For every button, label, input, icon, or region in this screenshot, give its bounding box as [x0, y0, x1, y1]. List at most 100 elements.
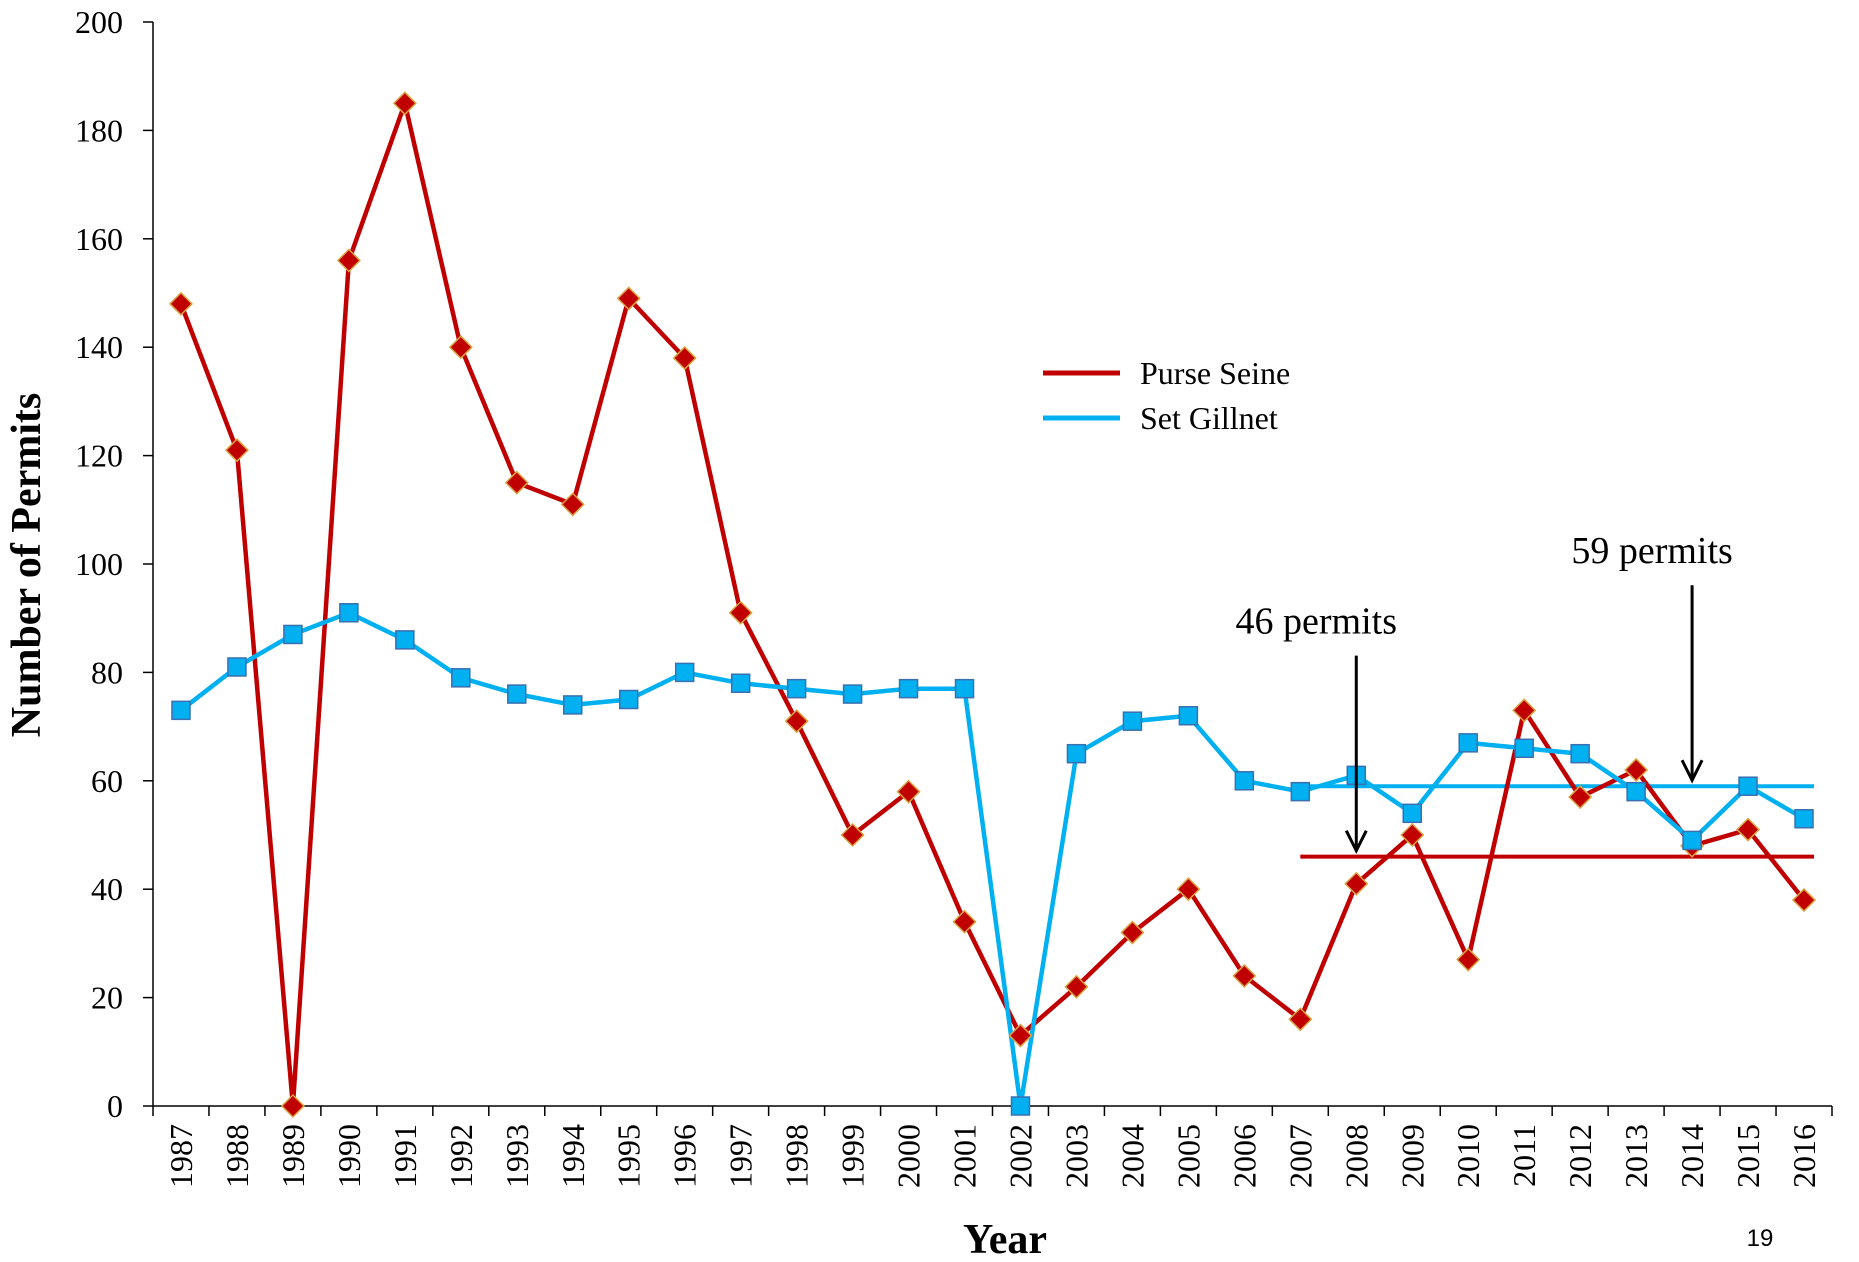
data-point	[1122, 711, 1143, 731]
data-point	[954, 678, 975, 699]
y-tick-label: 120	[75, 438, 123, 474]
x-tick-label: 1997	[723, 1124, 759, 1188]
x-tick-label: 1993	[499, 1124, 535, 1188]
data-point	[336, 248, 361, 273]
x-tick-label: 1991	[387, 1124, 423, 1188]
x-tick-label: 2003	[1058, 1124, 1094, 1188]
annotation-arrow-head	[1344, 830, 1368, 855]
data-point	[1066, 743, 1087, 764]
legend-label-purse-seine: Purse Seine	[1140, 355, 1290, 391]
data-point	[1290, 781, 1311, 802]
data-point	[1626, 781, 1646, 802]
x-tick-label: 2006	[1226, 1124, 1262, 1188]
data-point	[1120, 920, 1145, 945]
data-point	[1624, 757, 1649, 783]
y-tick-label: 60	[91, 763, 123, 799]
y-tick-label: 20	[91, 980, 123, 1016]
x-tick-label: 2012	[1562, 1124, 1598, 1188]
data-point	[1570, 743, 1590, 764]
x-tick-label: 1988	[219, 1124, 255, 1188]
x-tick-label: 2007	[1282, 1124, 1318, 1188]
data-point	[227, 657, 247, 677]
x-axis-ticks: 1987 1988 1989 1990 1991 1992 1993 1994 1995 1996…	[152, 1106, 1833, 1188]
annotation-label: 59 permits	[1571, 530, 1732, 572]
data-point	[1010, 1096, 1031, 1116]
x-tick-label: 2010	[1450, 1124, 1486, 1188]
x-tick-label: 1989	[275, 1124, 311, 1188]
data-point	[730, 673, 751, 693]
data-point	[1400, 822, 1425, 848]
x-tick-label: 2015	[1730, 1124, 1766, 1188]
data-point	[395, 630, 415, 650]
y-tick-label: 160	[75, 221, 123, 257]
data-point	[339, 603, 359, 623]
data-point	[616, 286, 641, 311]
data-point	[171, 700, 191, 721]
x-tick-label: 1995	[611, 1124, 647, 1188]
x-tick-label: 2009	[1394, 1124, 1430, 1188]
x-tick-label: 1998	[779, 1124, 815, 1188]
x-tick-label: 2001	[947, 1124, 983, 1188]
data-point	[563, 695, 583, 715]
data-point	[1738, 776, 1758, 796]
x-tick-label: 1996	[667, 1124, 703, 1188]
x-tick-label: 1999	[835, 1124, 871, 1188]
data-point	[728, 600, 753, 625]
data-point	[1682, 830, 1702, 851]
data-point	[1512, 698, 1537, 723]
data-point	[898, 678, 919, 699]
annotation-arrow-head	[1680, 759, 1704, 784]
x-tick-label: 2013	[1618, 1124, 1654, 1188]
annotation-label: 46 permits	[1236, 601, 1397, 643]
y-tick-label: 100	[75, 546, 123, 582]
data-point	[784, 709, 809, 734]
y-tick-label: 180	[75, 112, 123, 148]
data-point	[451, 668, 471, 688]
x-tick-label: 2014	[1674, 1124, 1710, 1188]
data-point	[1288, 1007, 1313, 1032]
y-tick-label: 200	[75, 4, 123, 40]
series-markers	[168, 91, 1817, 1119]
series-line	[179, 610, 1806, 1109]
data-point	[168, 291, 194, 316]
data-point	[507, 684, 527, 704]
x-tick-label: 2008	[1338, 1124, 1374, 1188]
y-axis-ticks: 0 20 40 60 80 100 120 140 160 180 200	[75, 4, 153, 1124]
data-point	[1791, 887, 1817, 913]
series-line	[178, 101, 1806, 1109]
x-tick-label: 2011	[1506, 1124, 1542, 1187]
page-number: 19	[1747, 1225, 1774, 1252]
annotations: 46 permits 59 permits	[1236, 530, 1733, 855]
data-point	[674, 662, 695, 683]
x-tick-label: 1987	[163, 1124, 199, 1188]
data-point	[952, 909, 977, 934]
y-tick-label: 0	[107, 1088, 123, 1124]
data-point	[1735, 817, 1761, 842]
data-point	[392, 91, 417, 116]
data-point	[842, 684, 863, 704]
data-point	[896, 779, 921, 804]
data-point	[618, 689, 639, 710]
data-point	[1402, 803, 1422, 824]
data-point	[560, 492, 585, 517]
x-tick-label: 2000	[891, 1124, 927, 1188]
data-point	[1458, 733, 1478, 753]
legend-label-set-gillnet: Set Gillnet	[1140, 400, 1278, 436]
data-point	[1178, 706, 1199, 726]
data-point	[1344, 871, 1369, 896]
data-point	[504, 470, 529, 495]
data-point	[224, 438, 250, 463]
data-point	[1456, 947, 1481, 972]
data-point	[1232, 963, 1257, 988]
y-tick-label: 80	[91, 654, 123, 690]
series-lines	[178, 101, 1806, 1109]
data-point	[672, 345, 697, 371]
data-point	[1008, 1023, 1033, 1048]
x-tick-label: 2016	[1786, 1124, 1822, 1188]
data-point	[840, 822, 865, 848]
data-point	[1176, 877, 1201, 902]
x-tick-label: 2004	[1114, 1124, 1150, 1188]
data-point	[1794, 808, 1814, 829]
data-point	[448, 335, 473, 360]
